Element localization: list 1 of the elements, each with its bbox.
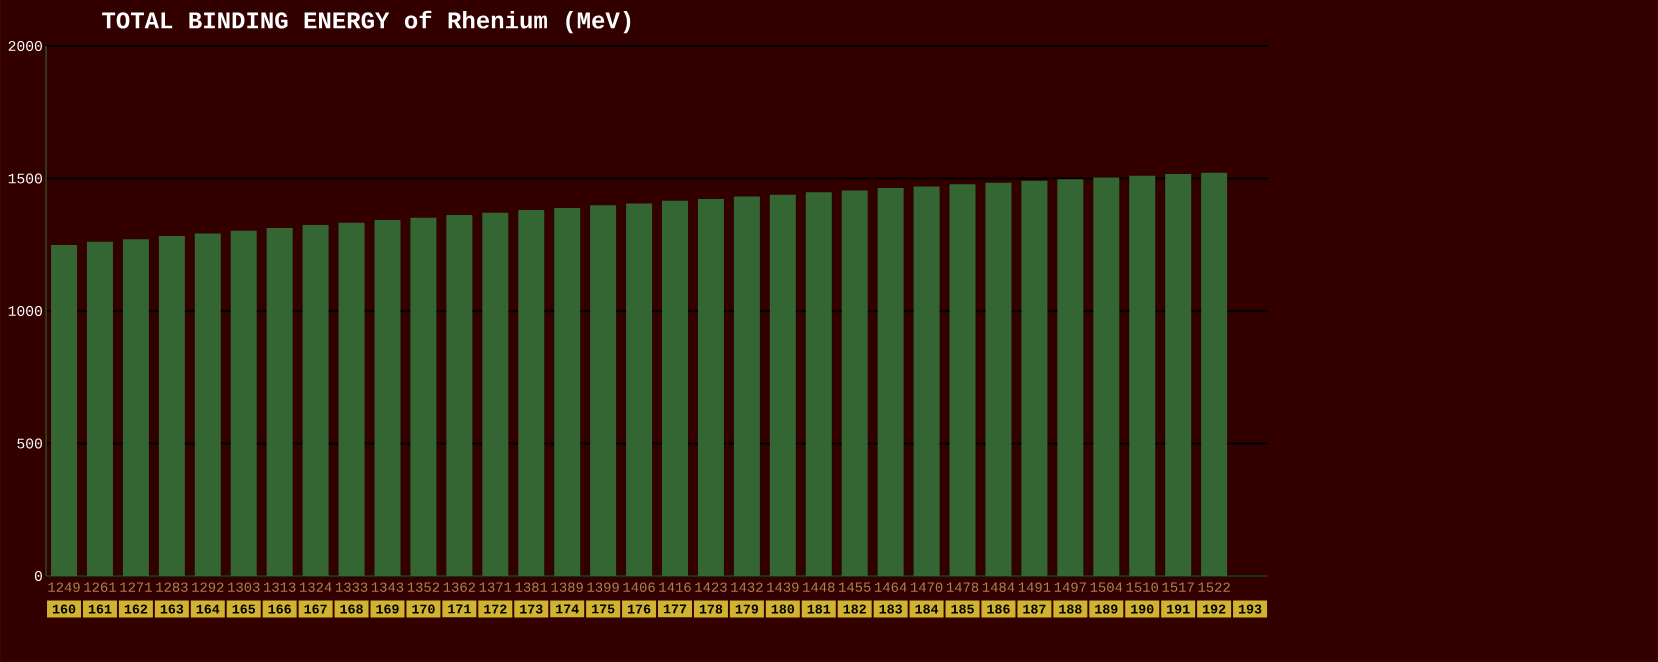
chart-title: TOTAL BINDING ENERGY of Rhenium (MeV) <box>102 10 631 34</box>
